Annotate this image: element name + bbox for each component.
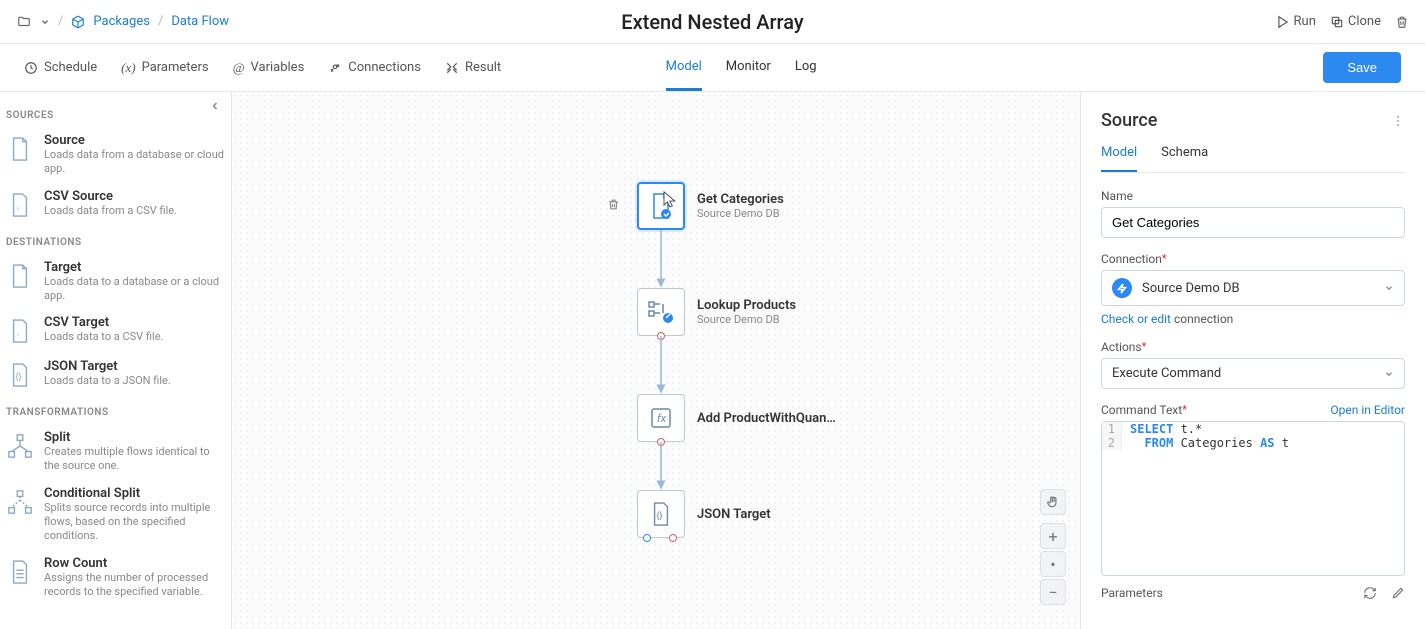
trash-icon[interactable] bbox=[1395, 15, 1409, 29]
csv-icon: , bbox=[6, 189, 34, 221]
sidebar: SOURCESSourceLoads data from a database … bbox=[0, 92, 232, 629]
panel-tab-schema[interactable]: Schema bbox=[1161, 145, 1208, 172]
canvas[interactable]: + • − Get CategoriesSource Demo DB Lookup… bbox=[232, 92, 1080, 629]
panel-tabs: Model Schema bbox=[1101, 145, 1405, 173]
toolbar-parameters[interactable]: (x)Parameters bbox=[121, 60, 208, 76]
palette-conditional-split[interactable]: Conditional SplitSplits source records i… bbox=[6, 480, 231, 550]
play-icon bbox=[1276, 15, 1290, 29]
csv-icon: , bbox=[6, 315, 34, 347]
page-title: Extend Nested Array bbox=[316, 10, 1109, 34]
zoom-reset[interactable]: • bbox=[1040, 551, 1066, 577]
toolbar-variables[interactable]: @Variables bbox=[233, 60, 305, 76]
breadcrumb-flow[interactable]: Data Flow bbox=[171, 14, 229, 29]
sql-editor[interactable]: 1SELECT t.*2 FROM Categories AS t bbox=[1101, 421, 1405, 576]
parameters-label: Parameters bbox=[1101, 586, 1163, 600]
palette-json-target[interactable]: {}JSON TargetLoads data to a JSON file. bbox=[6, 353, 231, 397]
connection-label: Connection bbox=[1101, 252, 1405, 266]
run-label: Run bbox=[1294, 14, 1316, 29]
field-command: Command Text Open in Editor 1SELECT t.*2… bbox=[1101, 403, 1405, 576]
more-vertical-icon[interactable] bbox=[1391, 114, 1405, 128]
clone-label: Clone bbox=[1348, 14, 1381, 29]
palette-row-count[interactable]: Row CountAssigns the number of processed… bbox=[6, 550, 231, 606]
pan-tool[interactable] bbox=[1040, 489, 1066, 515]
panel-title: Source bbox=[1101, 110, 1157, 131]
main-tabs: Model Monitor Log bbox=[501, 44, 981, 91]
edit-icon[interactable] bbox=[1391, 586, 1405, 600]
count-icon bbox=[6, 556, 34, 588]
doc-icon bbox=[6, 260, 34, 292]
open-editor-link[interactable]: Open in Editor bbox=[1330, 403, 1405, 417]
palette-split[interactable]: SplitCreates multiple flows identical to… bbox=[6, 424, 231, 480]
tab-log[interactable]: Log bbox=[795, 45, 817, 91]
chevron-down-icon bbox=[1384, 283, 1394, 293]
section-sources: SOURCES bbox=[6, 100, 231, 127]
top-actions: Run Clone bbox=[1109, 14, 1409, 29]
chevron-down-icon[interactable] bbox=[40, 17, 50, 27]
panel-tab-model[interactable]: Model bbox=[1101, 145, 1137, 172]
node-n3[interactable]: fxAdd ProductWithQuanti... bbox=[637, 394, 837, 442]
toolbar-schedule[interactable]: Schedule bbox=[24, 60, 97, 76]
zoom-controls: + • − bbox=[1040, 523, 1066, 605]
breadcrumb: / Packages / Data Flow bbox=[16, 14, 316, 29]
svg-text:,: , bbox=[17, 328, 19, 338]
field-name: Name bbox=[1101, 189, 1405, 238]
run-button[interactable]: Run bbox=[1276, 14, 1316, 29]
palette-target[interactable]: TargetLoads data to a database or a clou… bbox=[6, 254, 231, 310]
svg-text:{}: {} bbox=[656, 512, 662, 522]
zoom-in[interactable]: + bbox=[1040, 523, 1066, 549]
connection-select[interactable]: Source Demo DB bbox=[1101, 270, 1405, 306]
svg-text:{}: {} bbox=[15, 373, 21, 383]
section-transformations: TRANSFORMATIONS bbox=[6, 397, 231, 424]
name-label: Name bbox=[1101, 189, 1405, 203]
copy-icon bbox=[1330, 15, 1344, 29]
tab-monitor[interactable]: Monitor bbox=[726, 45, 771, 91]
palette-csv-source[interactable]: ,CSV SourceLoads data from a CSV file. bbox=[6, 183, 231, 227]
hand-icon bbox=[1046, 495, 1060, 509]
folder-icon[interactable] bbox=[16, 15, 32, 29]
cond-icon bbox=[6, 486, 34, 518]
toolbar-result[interactable]: Result bbox=[445, 60, 501, 76]
refresh-icon[interactable] bbox=[1363, 586, 1377, 600]
node-n4[interactable]: {}JSON Target bbox=[637, 490, 771, 538]
node-n1[interactable]: Get CategoriesSource Demo DB bbox=[637, 182, 784, 230]
save-button[interactable]: Save bbox=[1323, 52, 1401, 83]
svg-text:,: , bbox=[17, 201, 19, 211]
tab-model[interactable]: Model bbox=[666, 45, 702, 91]
section-destinations: DESTINATIONS bbox=[6, 227, 231, 254]
main-area: SOURCESSourceLoads data from a database … bbox=[0, 92, 1425, 629]
actions-select[interactable]: Execute Command bbox=[1101, 358, 1405, 389]
parameters-section: Parameters bbox=[1101, 586, 1405, 600]
name-input[interactable] bbox=[1101, 207, 1405, 238]
breadcrumb-packages[interactable]: Packages bbox=[93, 14, 150, 29]
connection-help: Check or edit connection bbox=[1101, 312, 1405, 326]
json-icon: {} bbox=[6, 359, 34, 391]
actions-label: Actions bbox=[1101, 340, 1405, 354]
chevron-left-icon bbox=[209, 100, 221, 112]
toolbar-left: Schedule (x)Parameters @Variables Connectio… bbox=[24, 60, 501, 76]
zoom-out[interactable]: − bbox=[1040, 579, 1066, 605]
toolbar-connections[interactable]: Connections bbox=[328, 60, 421, 76]
palette-source[interactable]: SourceLoads data from a database or clou… bbox=[6, 127, 231, 183]
package-icon bbox=[71, 15, 85, 29]
chevron-down-icon bbox=[1384, 369, 1394, 379]
delete-node-icon[interactable] bbox=[607, 198, 620, 215]
connection-value: Source Demo DB bbox=[1142, 281, 1240, 296]
field-actions: Actions Execute Command bbox=[1101, 340, 1405, 389]
split-icon bbox=[6, 430, 34, 462]
doc-icon bbox=[6, 133, 34, 165]
top-bar: / Packages / Data Flow Extend Nested Arr… bbox=[0, 0, 1425, 44]
properties-panel: Source Model Schema Name Connection Sourc… bbox=[1080, 92, 1425, 629]
command-label: Command Text bbox=[1101, 403, 1187, 417]
actions-value: Execute Command bbox=[1112, 366, 1221, 381]
field-connection: Connection Source Demo DB Check or edit … bbox=[1101, 252, 1405, 326]
clone-button[interactable]: Clone bbox=[1330, 14, 1381, 29]
palette-csv-target[interactable]: ,CSV TargetLoads data to a CSV file. bbox=[6, 309, 231, 353]
svg-text:fx: fx bbox=[657, 412, 667, 425]
collapse-sidebar[interactable] bbox=[209, 100, 221, 116]
toolbar: Schedule (x)Parameters @Variables Connectio… bbox=[0, 44, 1425, 92]
connection-icon bbox=[1112, 278, 1132, 298]
check-edit-link[interactable]: Check or edit bbox=[1101, 312, 1171, 326]
node-n2[interactable]: Lookup ProductsSource Demo DB bbox=[637, 288, 796, 336]
